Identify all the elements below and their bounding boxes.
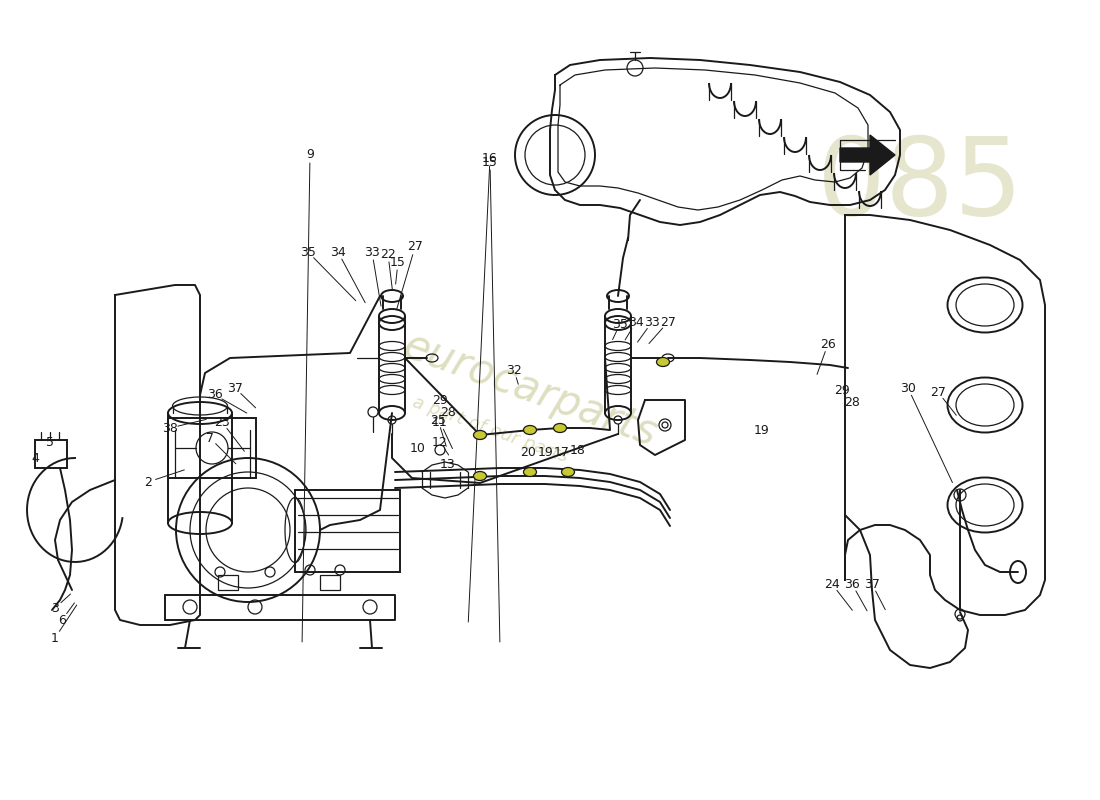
Text: 10: 10 (410, 442, 426, 454)
Text: 13: 13 (440, 458, 455, 470)
Text: 26: 26 (821, 338, 836, 350)
Text: 34: 34 (628, 315, 643, 329)
Text: 38: 38 (162, 422, 178, 434)
Text: 7: 7 (206, 431, 214, 445)
Text: 16: 16 (482, 151, 498, 165)
Text: 1: 1 (51, 631, 59, 645)
Polygon shape (840, 135, 895, 175)
Text: 29: 29 (432, 394, 448, 406)
Bar (218, 575, 238, 590)
Text: 23: 23 (214, 415, 230, 429)
Text: a part of our parts: a part of our parts (410, 394, 570, 466)
Text: 33: 33 (645, 315, 660, 329)
Text: 28: 28 (844, 397, 860, 410)
Text: 19: 19 (538, 446, 554, 458)
Text: 24: 24 (824, 578, 840, 590)
Ellipse shape (473, 471, 486, 481)
Text: 27: 27 (407, 241, 422, 254)
Text: 27: 27 (660, 315, 675, 329)
Ellipse shape (473, 430, 486, 439)
Text: 15: 15 (390, 255, 406, 269)
Text: 6: 6 (58, 614, 66, 626)
Text: 20: 20 (520, 446, 536, 458)
Ellipse shape (553, 423, 566, 433)
Text: 19: 19 (755, 423, 770, 437)
Text: 18: 18 (570, 443, 586, 457)
Text: 35: 35 (612, 318, 628, 330)
Text: 32: 32 (506, 363, 521, 377)
Text: 9: 9 (306, 149, 313, 162)
Text: 33: 33 (364, 246, 380, 258)
Text: 36: 36 (207, 389, 223, 402)
Text: 30: 30 (900, 382, 916, 394)
Text: 12: 12 (432, 435, 448, 449)
Text: 4: 4 (31, 451, 38, 465)
Text: 35: 35 (300, 246, 316, 258)
Text: 27: 27 (931, 386, 946, 398)
Text: 37: 37 (865, 578, 880, 590)
Text: 37: 37 (227, 382, 243, 394)
Text: 29: 29 (834, 383, 850, 397)
Text: 2: 2 (144, 475, 152, 489)
Text: 28: 28 (440, 406, 455, 418)
Text: 22: 22 (381, 247, 396, 261)
Ellipse shape (657, 358, 670, 366)
Text: 17: 17 (554, 446, 570, 458)
Text: eurocarparts: eurocarparts (397, 325, 662, 455)
Bar (320, 575, 340, 590)
Text: 085: 085 (816, 132, 1023, 238)
Text: 34: 34 (330, 246, 345, 258)
Text: 15: 15 (482, 155, 498, 169)
Ellipse shape (561, 467, 574, 477)
Text: 3: 3 (51, 602, 59, 614)
Bar (35, 440, 67, 468)
Text: 11: 11 (432, 415, 448, 429)
Ellipse shape (524, 467, 537, 477)
Bar (295, 490, 400, 572)
Text: 25: 25 (430, 414, 446, 426)
Text: 5: 5 (46, 435, 54, 449)
Ellipse shape (524, 426, 537, 434)
Text: 36: 36 (844, 578, 860, 590)
Bar (168, 418, 256, 478)
